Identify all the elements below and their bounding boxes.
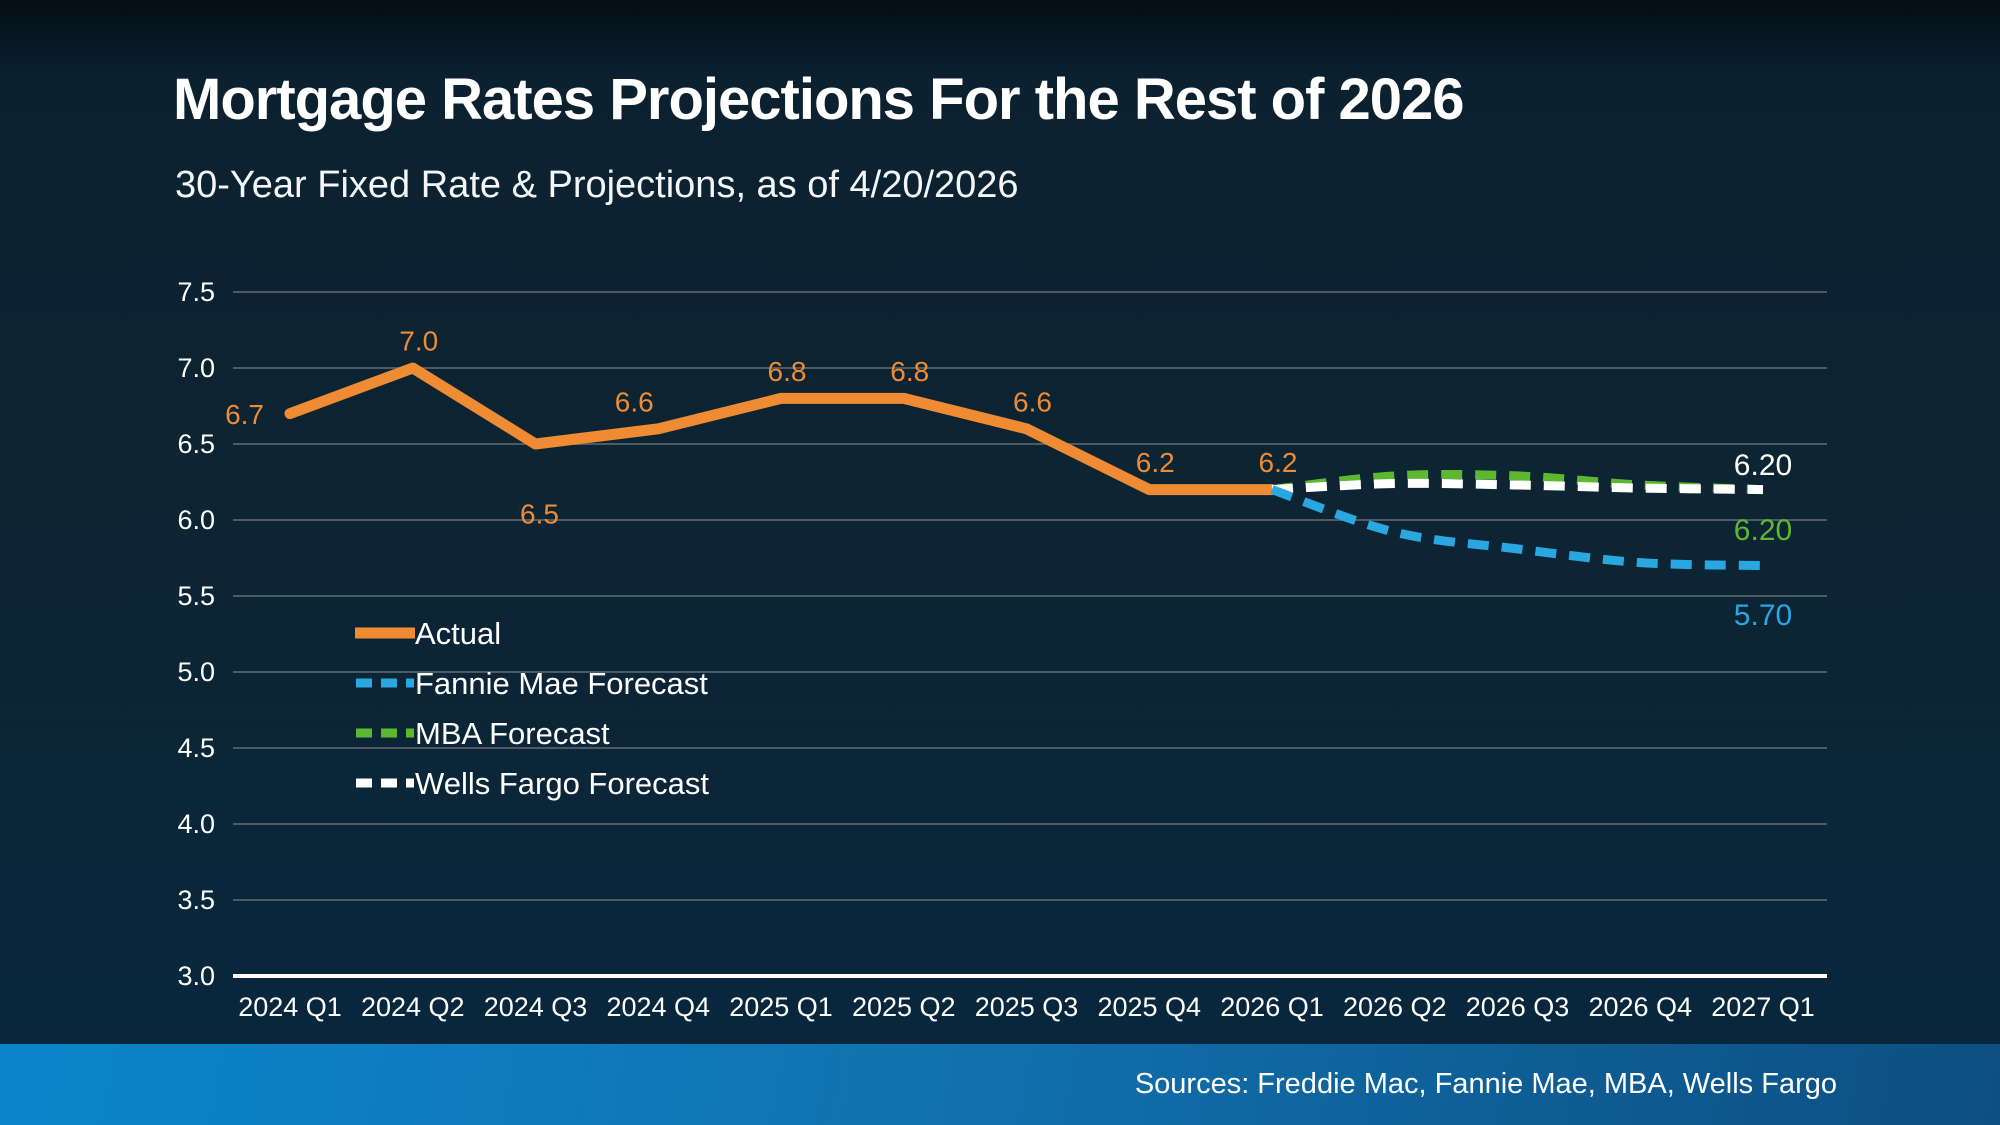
x-tick-label: 2026 Q2 bbox=[1343, 992, 1447, 1022]
legend-item-actual: Actual bbox=[355, 608, 709, 658]
y-tick-label: 5.5 bbox=[177, 581, 215, 611]
legend-swatch-mba-forecast bbox=[356, 728, 414, 738]
y-tick-label: 7.5 bbox=[177, 277, 215, 307]
legend-swatch-fannie-mae-forecast bbox=[356, 678, 414, 688]
y-tick-label: 7.0 bbox=[177, 353, 215, 383]
legend-label: Fannie Mae Forecast bbox=[415, 665, 708, 701]
data-label: 6.8 bbox=[890, 356, 929, 387]
x-tick-label: 2026 Q1 bbox=[1220, 992, 1324, 1022]
page-title: Mortgage Rates Projections For the Rest … bbox=[173, 67, 1465, 132]
y-tick-label: 3.0 bbox=[177, 961, 215, 991]
legend-item-fannie-mae-forecast: Fannie Mae Forecast bbox=[355, 658, 709, 708]
end-label-mba-forecast: 6.20 bbox=[1734, 514, 1792, 547]
x-tick-label: 2024 Q4 bbox=[606, 992, 710, 1022]
data-label: 6.6 bbox=[1013, 386, 1052, 417]
legend-label: Actual bbox=[415, 615, 502, 651]
series-line-actual bbox=[284, 362, 1278, 496]
series-line-fannie-mae-forecast bbox=[1270, 485, 1764, 571]
end-label-fannie-mae-forecast: 5.70 bbox=[1734, 599, 1792, 632]
footer-bar: Sources: Freddie Mac, Fannie Mae, MBA, W… bbox=[0, 1044, 2000, 1125]
chart-legend: Actual Fannie Mae Forecast MBA Forecast Wel… bbox=[355, 608, 709, 808]
legend-label: MBA Forecast bbox=[415, 715, 610, 751]
page-subtitle: 30-Year Fixed Rate & Projections, as of … bbox=[175, 164, 1019, 206]
legend-item-mba-forecast: MBA Forecast bbox=[355, 708, 709, 758]
end-label-wells-fargo-forecast: 6.20 bbox=[1734, 449, 1792, 482]
data-label: 6.8 bbox=[768, 356, 807, 387]
y-tick-label: 4.0 bbox=[177, 809, 215, 839]
x-tick-label: 2025 Q4 bbox=[1097, 992, 1201, 1022]
x-tick-label: 2025 Q1 bbox=[729, 992, 833, 1022]
data-label: 6.6 bbox=[615, 386, 654, 417]
x-tick-label: 2024 Q1 bbox=[238, 992, 342, 1022]
source-note: Sources: Freddie Mac, Fannie Mae, MBA, W… bbox=[1134, 1068, 1837, 1100]
x-tick-label: 2026 Q3 bbox=[1466, 992, 1570, 1022]
y-tick-label: 3.5 bbox=[177, 885, 215, 915]
data-label: 6.5 bbox=[520, 499, 559, 530]
legend-swatch-wells-fargo-forecast bbox=[356, 778, 414, 788]
y-tick-label: 4.5 bbox=[177, 733, 215, 763]
legend-item-wells-fargo-forecast: Wells Fargo Forecast bbox=[355, 758, 709, 808]
x-tick-label: 2024 Q3 bbox=[484, 992, 588, 1022]
data-label: 6.2 bbox=[1259, 447, 1298, 478]
data-label: 6.2 bbox=[1136, 447, 1175, 478]
legend-label: Wells Fargo Forecast bbox=[415, 765, 710, 801]
x-tick-label: 2026 Q4 bbox=[1588, 992, 1692, 1022]
x-tick-label: 2027 Q1 bbox=[1711, 992, 1815, 1022]
data-label: 7.0 bbox=[399, 326, 438, 357]
data-label: 6.7 bbox=[225, 399, 264, 430]
x-tick-label: 2025 Q2 bbox=[852, 992, 956, 1022]
x-tick-label: 2025 Q3 bbox=[975, 992, 1079, 1022]
y-tick-label: 5.0 bbox=[177, 657, 215, 687]
x-tick-label: 2024 Q2 bbox=[361, 992, 465, 1022]
legend-swatch-actual bbox=[355, 627, 415, 639]
series-line-wells-fargo-forecast bbox=[1271, 478, 1764, 495]
y-tick-label: 6.5 bbox=[177, 429, 215, 459]
y-tick-label: 6.0 bbox=[177, 505, 215, 535]
